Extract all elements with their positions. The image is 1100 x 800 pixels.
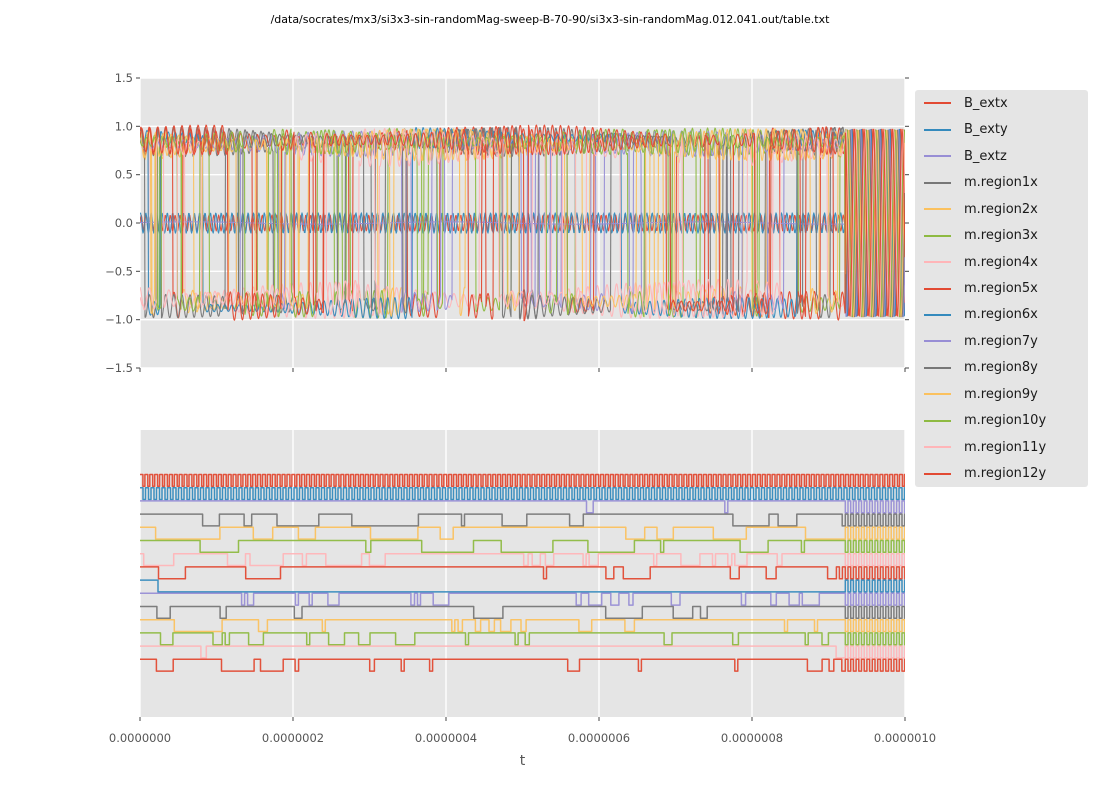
series-m.region5x xyxy=(140,126,905,320)
legend-line-sample xyxy=(924,128,951,131)
legend-line-sample xyxy=(924,234,951,237)
legend-line-sample xyxy=(924,446,951,449)
legend-label: m.region1x xyxy=(964,175,1038,191)
x-tick-label: 0.0000010 xyxy=(874,731,936,745)
x-axis-label: t xyxy=(519,753,526,769)
legend-item: m.region6x xyxy=(915,302,1088,328)
legend-line-sample xyxy=(924,472,951,475)
legend-line-sample xyxy=(924,393,951,396)
legend-item: m.region3x xyxy=(915,222,1088,248)
digital-trace-m.region1x xyxy=(140,513,905,527)
x-tick-label: 0.0000004 xyxy=(415,731,477,745)
legend-item: B_extz xyxy=(915,143,1088,169)
bottom-axes-background xyxy=(140,430,905,717)
x-tick-label: 0.0000008 xyxy=(721,731,783,745)
legend-label: m.region11y xyxy=(964,439,1047,455)
legend-line-sample xyxy=(924,287,951,290)
legend-item: m.region2x xyxy=(915,196,1088,222)
legend-label: m.region12y xyxy=(964,466,1047,482)
digital-trace-m.region12y xyxy=(140,658,905,672)
legend-label: m.region4x xyxy=(964,254,1038,270)
legend-item: m.region7y xyxy=(915,328,1088,354)
legend-item: m.region12y xyxy=(915,461,1088,487)
legend-item: m.region11y xyxy=(915,434,1088,460)
legend-label: m.region6x xyxy=(964,307,1038,323)
series-m.region9y xyxy=(140,128,905,318)
series-m.region12y xyxy=(140,124,905,322)
digital-trace-m.region2x xyxy=(140,526,905,540)
legend-item: B_extx xyxy=(915,90,1088,116)
y-tick-label: 0.5 xyxy=(115,168,133,182)
legend-label: B_extx xyxy=(964,95,1008,111)
top-axes-ticks: 1.5 1.0 0.5 0.0 −0.5 −1.0 −1.5 xyxy=(105,71,909,375)
x-tick-label: 0.0000000 xyxy=(109,731,171,745)
legend-line-sample xyxy=(924,366,951,369)
y-tick-label: 0.0 xyxy=(115,216,133,230)
legend-item: m.region1x xyxy=(915,169,1088,195)
legend-item: m.region9y xyxy=(915,381,1088,407)
legend-line-sample xyxy=(924,208,951,211)
legend-label: B_extz xyxy=(964,148,1007,164)
digital-trace-m.region4x xyxy=(140,552,905,567)
y-tick-label: −0.5 xyxy=(105,264,133,278)
series-m.region8y xyxy=(140,127,905,319)
legend-line-sample xyxy=(924,181,951,184)
bottom-series-group xyxy=(140,473,905,672)
legend-label: m.region9y xyxy=(964,386,1038,402)
digital-trace-m.region11y xyxy=(140,645,905,659)
legend-item: m.region5x xyxy=(915,275,1088,301)
digital-trace-m.region10y xyxy=(140,632,905,646)
legend-item: B_exty xyxy=(915,116,1088,142)
legend-line-sample xyxy=(924,313,951,316)
y-tick-label: −1.5 xyxy=(105,361,133,375)
legend-label: m.region10y xyxy=(964,413,1047,429)
legend-label: m.region3x xyxy=(964,228,1038,244)
legend: B_extx B_exty B_extz m.region1x m.region… xyxy=(915,90,1088,487)
digital-trace-m.region8y xyxy=(140,605,905,620)
digital-trace-m.region7y xyxy=(140,592,905,606)
y-tick-label: −1.0 xyxy=(105,313,133,327)
digital-trace-B_extx xyxy=(140,473,905,488)
series-m.region11y xyxy=(140,128,905,319)
legend-line-sample xyxy=(924,261,951,264)
digital-trace-m.region3x xyxy=(140,539,905,554)
digital-trace-B_exty xyxy=(140,486,905,501)
digital-trace-m.region9y xyxy=(140,618,905,633)
legend-line-sample xyxy=(924,340,951,343)
top-series-group xyxy=(140,124,905,322)
legend-label: m.region5x xyxy=(964,281,1038,297)
digital-trace-m.region5x xyxy=(140,566,905,580)
legend-item: m.region4x xyxy=(915,249,1088,275)
digital-trace-m.region6x xyxy=(140,579,905,593)
y-tick-label: 1.0 xyxy=(115,119,133,133)
chart-title: /data/socrates/mx3/si3x3-sin-randomMag-s… xyxy=(270,13,830,26)
legend-line-sample xyxy=(924,155,951,158)
legend-label: m.region8y xyxy=(964,360,1038,376)
legend-line-sample xyxy=(924,419,951,422)
legend-label: m.region2x xyxy=(964,201,1038,217)
digital-trace-B_extz xyxy=(140,500,905,514)
y-tick-label: 1.5 xyxy=(115,71,133,85)
x-tick-label: 0.0000006 xyxy=(568,731,630,745)
legend-label: m.region7y xyxy=(964,333,1038,349)
legend-item: m.region10y xyxy=(915,408,1088,434)
bottom-axes-ticks: 0.0000000 0.0000002 0.0000004 0.0000006 0.00… xyxy=(109,717,936,745)
legend-label: B_exty xyxy=(964,122,1008,138)
x-tick-label: 0.0000002 xyxy=(262,731,324,745)
legend-line-sample xyxy=(924,102,951,105)
legend-item: m.region8y xyxy=(915,355,1088,381)
